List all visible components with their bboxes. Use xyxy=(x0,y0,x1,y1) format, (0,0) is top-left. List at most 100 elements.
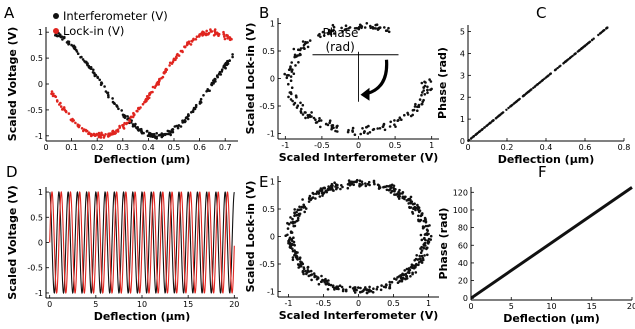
data-point xyxy=(134,122,137,126)
y-axis-title: Scaled Voltage (V) xyxy=(6,185,19,299)
data-point xyxy=(289,221,293,224)
data-point xyxy=(368,131,372,134)
y-tick-label: -1 xyxy=(35,132,43,141)
data-point xyxy=(286,221,289,225)
data-point xyxy=(507,106,510,110)
data-point xyxy=(418,98,422,101)
data-point xyxy=(75,50,79,53)
data-point xyxy=(505,108,508,112)
data-point xyxy=(326,187,330,191)
y-tick-label: 0 xyxy=(38,239,43,248)
data-point xyxy=(111,97,114,100)
data-point xyxy=(577,49,580,53)
data-point xyxy=(318,32,321,36)
data-point xyxy=(293,224,297,228)
data-point xyxy=(417,105,421,109)
data-point xyxy=(562,62,565,65)
data-point xyxy=(132,113,136,117)
data-point xyxy=(348,26,352,29)
data-point xyxy=(393,119,396,122)
data-point xyxy=(289,79,293,82)
data-point xyxy=(587,41,591,44)
data-point xyxy=(390,280,394,284)
data-point xyxy=(396,281,400,285)
y-tick-label: 0 xyxy=(270,233,275,242)
legend-label: Lock-in (V) xyxy=(63,24,124,38)
data-point xyxy=(299,111,303,114)
data-point xyxy=(99,136,103,139)
data-point xyxy=(413,202,416,205)
data-point xyxy=(414,271,418,274)
data-point xyxy=(304,269,307,273)
data-point xyxy=(307,270,311,273)
data-point xyxy=(99,133,103,136)
data-point xyxy=(80,127,84,130)
data-point xyxy=(533,85,537,88)
data-point xyxy=(359,183,363,187)
data-point xyxy=(308,39,312,42)
data-point xyxy=(366,132,370,135)
data-point xyxy=(290,243,294,247)
data-point xyxy=(396,119,400,122)
data-point xyxy=(199,97,203,101)
y-axis: -1 -0.5 0 0.5 1 Scaled Voltage (V) xyxy=(6,27,49,141)
series-lines xyxy=(49,190,235,295)
data-point xyxy=(76,123,80,126)
data-point xyxy=(301,113,305,116)
data-point xyxy=(72,119,75,122)
x-axis: 0 5 10 15 20 Deflection (μm) xyxy=(46,295,239,323)
data-point xyxy=(177,54,181,57)
data-point xyxy=(208,89,211,92)
data-point xyxy=(408,197,412,201)
data-point xyxy=(322,191,326,194)
data-point xyxy=(344,24,348,28)
data-point xyxy=(299,53,302,57)
data-point xyxy=(215,75,219,78)
x-tick-label: 5 xyxy=(93,300,98,309)
data-point xyxy=(164,67,168,71)
panel-label-f: F xyxy=(538,163,547,181)
data-point xyxy=(415,254,419,257)
phase-line xyxy=(470,186,633,300)
data-point xyxy=(172,58,175,62)
data-point xyxy=(365,22,369,25)
data-point xyxy=(296,54,299,57)
data-point xyxy=(79,56,82,59)
data-point xyxy=(302,267,306,271)
data-point xyxy=(306,41,309,44)
data-point xyxy=(480,128,484,131)
data-point xyxy=(325,279,329,283)
data-point xyxy=(289,66,292,70)
data-point xyxy=(97,131,101,135)
data-point xyxy=(339,187,342,191)
data-point xyxy=(538,81,541,85)
data-point xyxy=(146,97,149,101)
data-point xyxy=(380,284,383,287)
data-point xyxy=(120,109,123,112)
data-point xyxy=(352,183,356,187)
data-point xyxy=(166,129,170,133)
data-point xyxy=(411,272,414,276)
data-point xyxy=(387,26,390,30)
data-point xyxy=(314,197,317,200)
annotation-label-phase: Phase xyxy=(323,26,359,40)
data-point xyxy=(404,272,408,276)
data-point xyxy=(469,137,473,140)
data-points xyxy=(467,26,609,142)
y-tick-label: -0.5 xyxy=(27,264,43,273)
data-point xyxy=(307,274,311,278)
y-tick-label: 5 xyxy=(460,28,465,37)
data-point xyxy=(404,195,407,199)
data-point xyxy=(359,286,362,290)
phase-arrow-head xyxy=(360,87,370,101)
data-point xyxy=(359,290,362,294)
x-tick-label: 0 xyxy=(43,143,48,152)
x-tick-label: 0 xyxy=(465,143,470,152)
data-point xyxy=(414,208,417,212)
data-point xyxy=(419,247,422,250)
data-point xyxy=(128,120,132,123)
data-point xyxy=(351,130,355,133)
data-point xyxy=(87,132,90,136)
data-point xyxy=(364,287,367,291)
data-point xyxy=(355,178,359,182)
